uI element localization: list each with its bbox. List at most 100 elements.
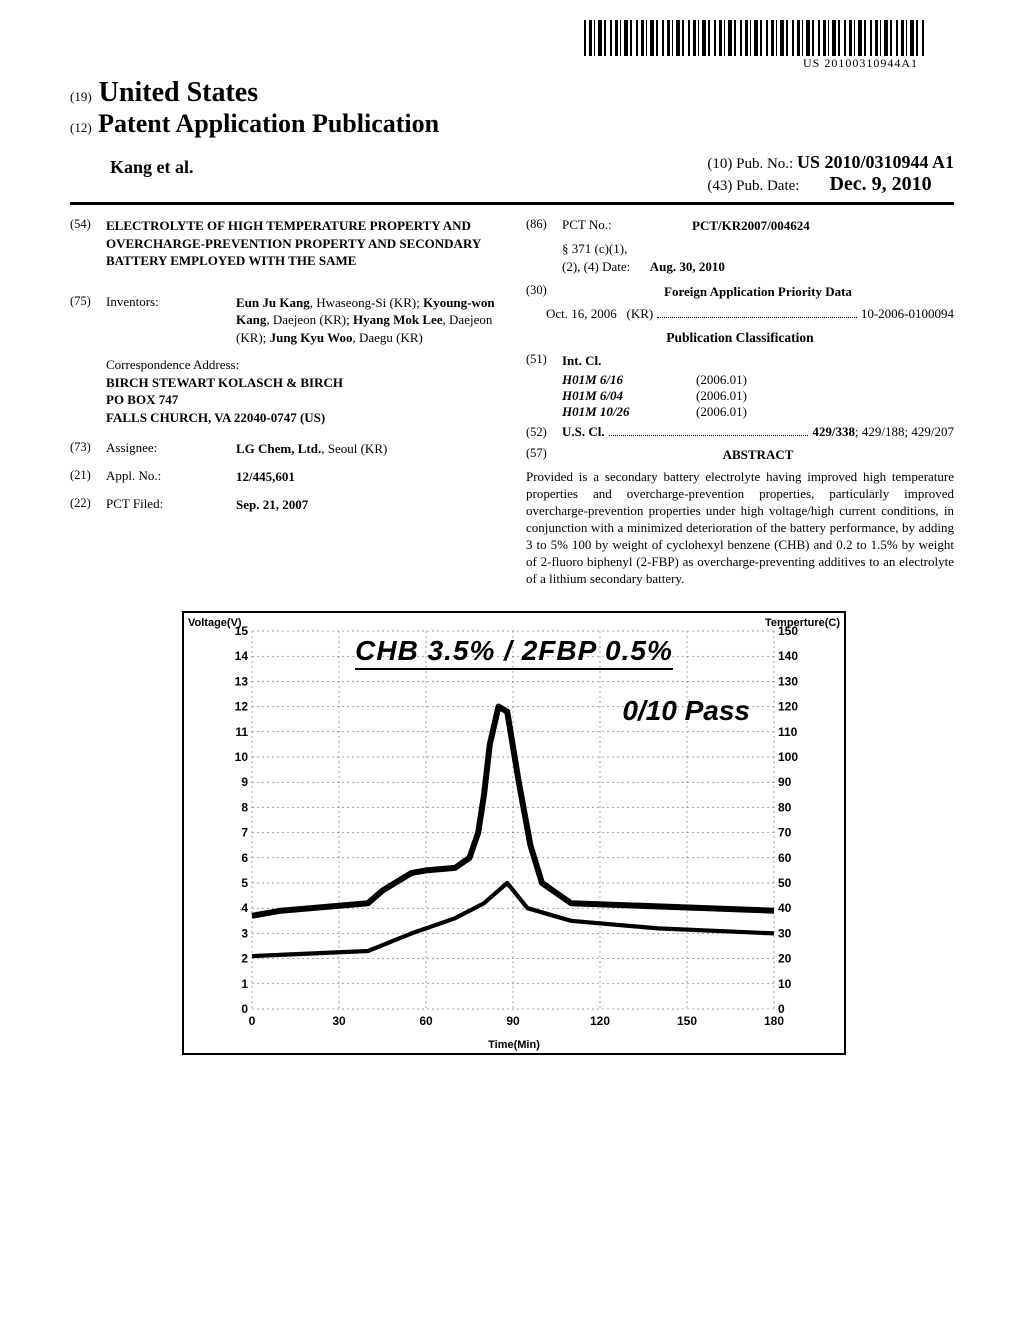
pub-date-line: (43) Pub. Date: Dec. 9, 2010: [707, 173, 954, 196]
prio-number: 10-2006-0100094: [861, 306, 954, 322]
s371-2: (2), (4) Date:: [562, 259, 630, 275]
svg-text:4: 4: [241, 902, 248, 916]
pub-date-label: Pub. Date:: [736, 178, 799, 194]
svg-text:140: 140: [778, 650, 798, 664]
f86-label: PCT No.:: [562, 217, 692, 233]
svg-text:130: 130: [778, 675, 798, 689]
header-us: (19) United States: [70, 77, 439, 109]
f51-label: Int. Cl.: [562, 353, 601, 368]
svg-text:0: 0: [249, 1014, 256, 1027]
f22-label: PCT Filed:: [106, 496, 236, 512]
svg-text:2: 2: [241, 952, 248, 966]
svg-text:120: 120: [778, 700, 798, 714]
f54-title: ELECTROLYTE OF HIGH TEMPERATURE PROPERTY…: [106, 217, 498, 270]
f51-num: (51): [526, 352, 562, 367]
f54-num: (54): [70, 217, 106, 232]
inv-3: Hyang Mok Lee: [353, 312, 443, 327]
svg-text:10: 10: [778, 977, 792, 991]
svg-text:60: 60: [778, 851, 792, 865]
corr-1: BIRCH STEWART KOLASCH & BIRCH: [106, 374, 498, 392]
svg-text:50: 50: [778, 876, 792, 890]
f22-value: Sep. 21, 2007: [236, 496, 498, 514]
dotline-1: [657, 309, 857, 318]
f57-num: (57): [526, 446, 562, 461]
svg-text:100: 100: [778, 750, 798, 764]
f22-num: (22): [70, 496, 106, 511]
f75-value: Eun Ju Kang, Hwaseong-Si (KR); Kyoung-wo…: [236, 294, 498, 347]
f52-num: (52): [526, 425, 562, 440]
svg-text:110: 110: [778, 725, 798, 739]
pub-no-line: (10) Pub. No.: US 2010/0310944 A1: [707, 152, 954, 173]
f52-value: 429/338; 429/188; 429/207: [812, 424, 954, 440]
f21-label: Appl. No.:: [106, 468, 236, 484]
pub-date-prefix: (43): [707, 178, 732, 194]
corr-label: Correspondence Address:: [106, 357, 239, 372]
pub-date-value: Dec. 9, 2010: [829, 173, 931, 195]
svg-text:150: 150: [677, 1014, 697, 1027]
svg-text:90: 90: [506, 1014, 520, 1027]
header-us-text: United States: [99, 77, 258, 108]
chart-frame: Voltage(V) Temperture(C) CHB 3.5% / 2FBP…: [182, 611, 846, 1055]
f21-value: 12/445,601: [236, 468, 498, 486]
pub-no-prefix: (10): [707, 156, 732, 172]
corr-2: PO BOX 747: [106, 391, 498, 409]
header-authors: Kang et al.: [70, 157, 439, 178]
abstract-text: Provided is a secondary battery electrol…: [526, 469, 954, 587]
header-pub-text: Patent Application Publication: [98, 109, 439, 138]
intcl-2-code: H01M 10/26: [562, 404, 672, 420]
svg-text:1: 1: [241, 977, 248, 991]
svg-text:180: 180: [764, 1014, 784, 1027]
f75-num: (75): [70, 294, 106, 309]
svg-text:120: 120: [590, 1014, 610, 1027]
svg-text:0: 0: [241, 1002, 248, 1016]
intcl-0-code: H01M 6/16: [562, 372, 672, 388]
header-divider: [70, 202, 954, 205]
svg-text:3: 3: [241, 927, 248, 941]
chart-svg: 0123456789101112131415010203040506070809…: [228, 625, 800, 1027]
svg-text:11: 11: [235, 725, 248, 739]
header-pub: (12) Patent Application Publication: [70, 109, 439, 139]
f86-value: PCT/KR2007/004624: [692, 217, 954, 235]
svg-text:9: 9: [241, 776, 248, 790]
intcl-1-year: (2006.01): [696, 388, 747, 404]
svg-text:15: 15: [235, 625, 249, 638]
barcode-bars: [584, 20, 924, 56]
pub-no-label: Pub. No.:: [736, 156, 793, 172]
correspondence-block: Correspondence Address: BIRCH STEWART KO…: [106, 356, 498, 426]
prio-country: (KR): [627, 306, 654, 322]
barcode-text: US 20100310944A1: [584, 56, 924, 71]
svg-text:30: 30: [332, 1014, 346, 1027]
svg-text:12: 12: [235, 700, 249, 714]
inv-1: Eun Ju Kang: [236, 295, 310, 310]
s371-date: Aug. 30, 2010: [650, 259, 725, 275]
svg-text:8: 8: [241, 801, 248, 815]
corr-3: FALLS CHURCH, VA 22040-0747 (US): [106, 409, 498, 427]
svg-text:40: 40: [778, 902, 792, 916]
f73-value: LG Chem, Ltd., Seoul (KR): [236, 440, 498, 458]
chart-title: CHB 3.5% / 2FBP 0.5%: [288, 635, 740, 667]
f73-label: Assignee:: [106, 440, 236, 456]
dotline-2: [609, 427, 809, 436]
svg-text:14: 14: [235, 650, 249, 664]
intcl-1-code: H01M 6/04: [562, 388, 672, 404]
chart-plot: CHB 3.5% / 2FBP 0.5% 0/10 Pass 012345678…: [228, 625, 800, 1027]
prio-date: Oct. 16, 2006: [546, 306, 617, 322]
svg-text:20: 20: [778, 952, 792, 966]
intcl-list: H01M 6/16 (2006.01) H01M 6/04 (2006.01) H0…: [562, 372, 954, 420]
intcl-0-year: (2006.01): [696, 372, 747, 388]
barcode-block: US 20100310944A1: [70, 20, 924, 71]
f52-label: U.S. Cl.: [562, 424, 605, 440]
f57-label: ABSTRACT: [723, 447, 794, 462]
pub-no-value: US 2010/0310944 A1: [797, 152, 954, 172]
svg-text:70: 70: [778, 826, 792, 840]
svg-text:30: 30: [778, 927, 792, 941]
chart-subtitle: 0/10 Pass: [622, 695, 750, 727]
pub-classification-head: Publication Classification: [526, 330, 954, 346]
svg-text:10: 10: [235, 750, 249, 764]
f30-label: Foreign Application Priority Data: [664, 284, 852, 299]
svg-text:7: 7: [241, 826, 248, 840]
f86-num: (86): [526, 217, 562, 232]
s371-1: § 371 (c)(1),: [562, 241, 954, 257]
svg-text:6: 6: [241, 851, 248, 865]
inv-4: Jung Kyu Woo: [270, 330, 353, 345]
